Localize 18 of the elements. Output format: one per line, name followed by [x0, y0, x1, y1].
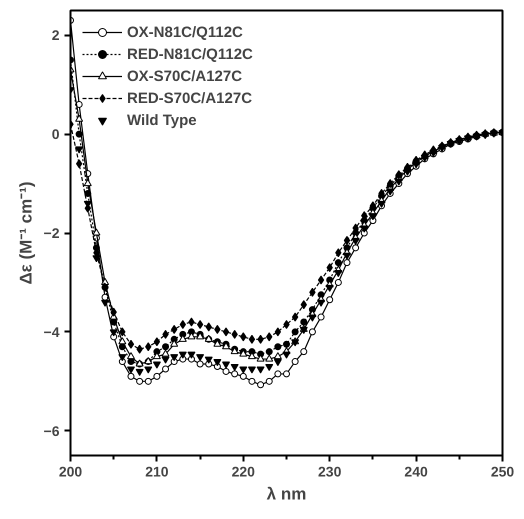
x-tick-label: 210: [145, 464, 169, 480]
legend-label: Wild Type: [127, 112, 197, 128]
y-tick-label: −6: [44, 422, 60, 439]
x-tick-label: 220: [232, 464, 256, 480]
legend-label: OX-S70C/A127C: [127, 68, 242, 84]
x-tick-label: 230: [318, 464, 342, 480]
x-tick-label: 240: [404, 464, 428, 480]
y-tick-label: 2: [52, 27, 60, 44]
legend-label: OX-N81C/Q112C: [127, 24, 243, 40]
legend-label: RED-N81C/Q112C: [127, 46, 253, 62]
y-tick-label: 0: [52, 126, 60, 142]
x-axis-title: λ nm: [266, 484, 306, 504]
y-tick-label: −4: [44, 324, 60, 340]
y-axis-title: Δε (M⁻¹ cm⁻¹): [16, 181, 36, 285]
x-tick-label: 200: [58, 464, 82, 480]
y-tick-label: −2: [44, 225, 60, 241]
legend-label: RED-S70C/A127C: [127, 90, 252, 106]
x-tick-label: 250: [490, 464, 514, 480]
